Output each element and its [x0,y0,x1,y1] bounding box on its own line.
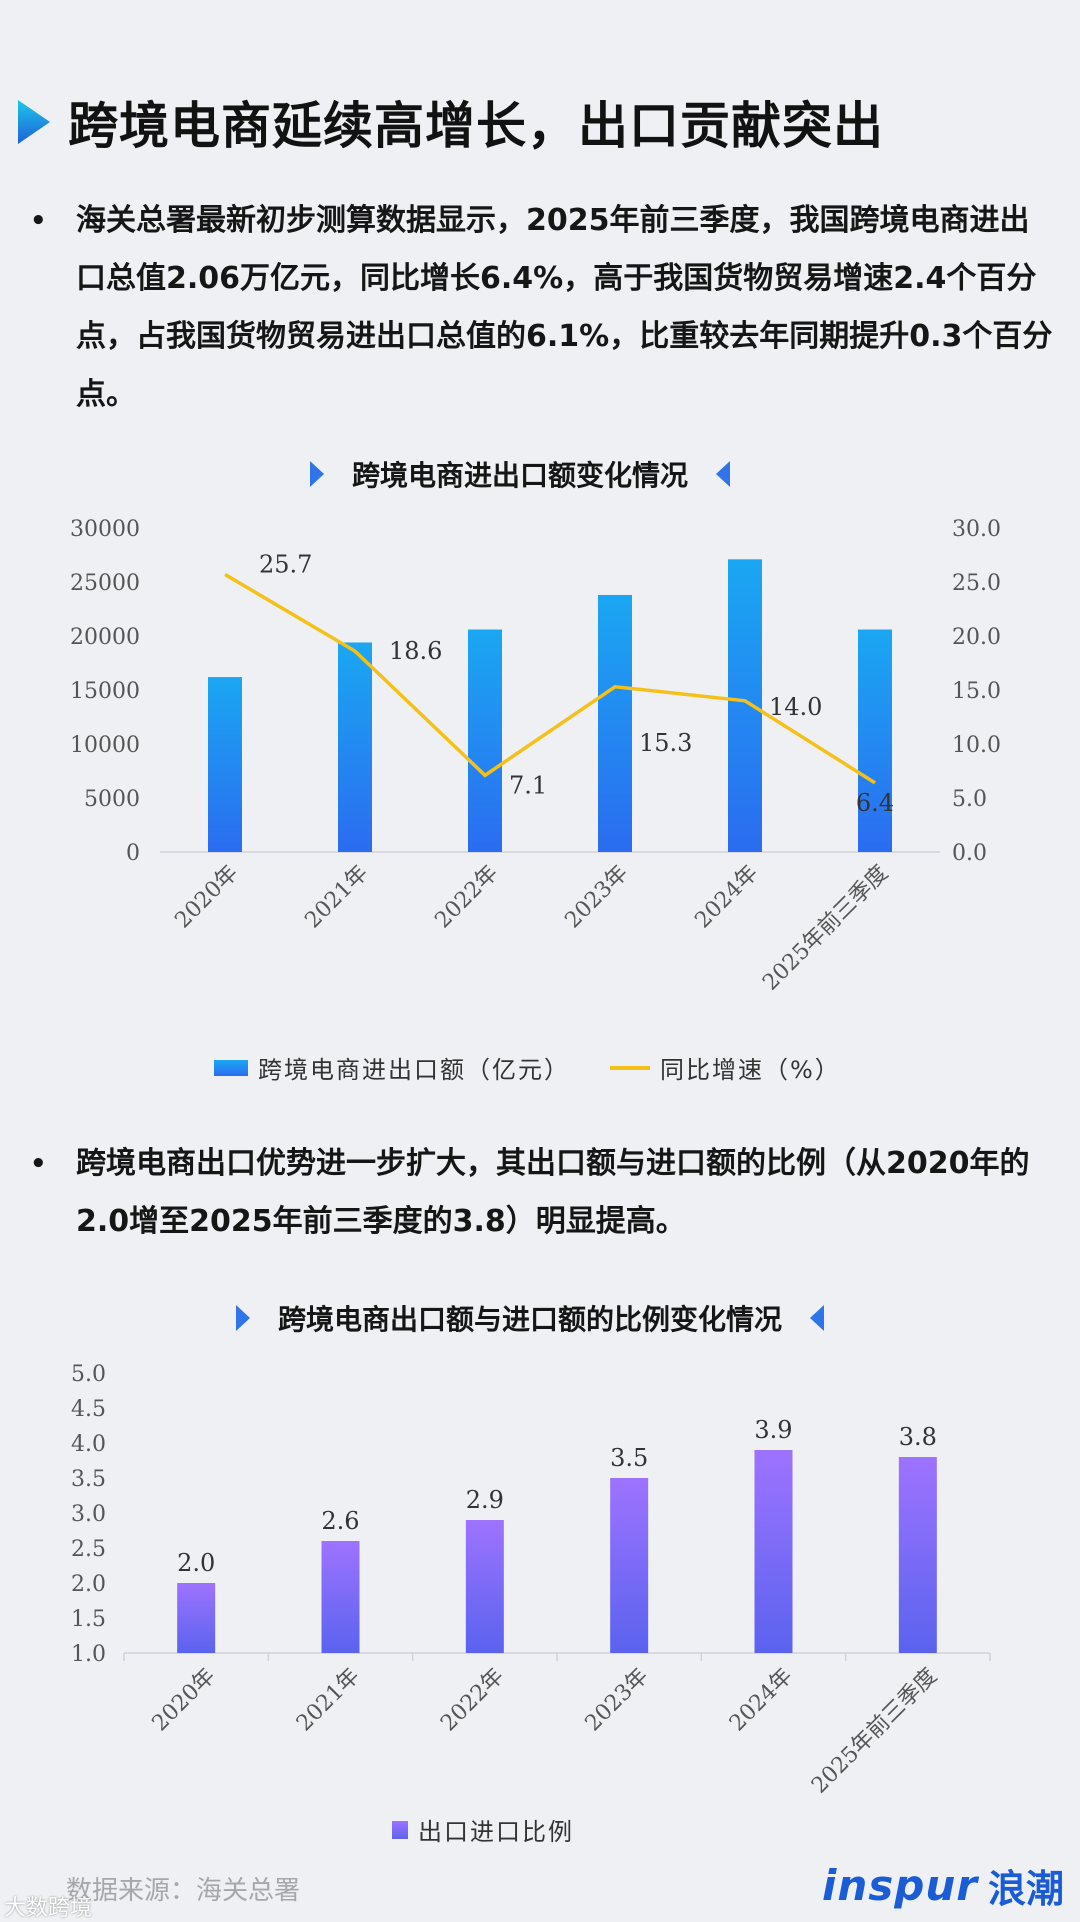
legend-bar-swatch [214,1059,248,1076]
y-right-tick-label: 0.0 [952,841,987,866]
data-label: 3.5 [610,1444,648,1472]
bar [321,1541,360,1653]
y-tick-label: 1.5 [71,1607,106,1632]
y-right-tick-label: 30.0 [952,517,1001,542]
y-left-tick-label: 20000 [70,625,140,650]
data-label: 18.6 [389,637,442,665]
y-left-tick-label: 0 [126,841,140,866]
x-tick-label: 2020年 [170,861,243,934]
data-label: 6.4 [856,789,894,817]
y-left-tick-label: 10000 [70,733,140,758]
x-tick-label: 2023年 [581,1664,654,1737]
data-label: 3.8 [899,1423,937,1451]
bar [468,629,502,852]
x-tick-label: 2021年 [292,1664,365,1737]
x-tick-label: 2024年 [690,861,763,934]
page-title: 跨境电商延续高增长，出口贡献突出 [68,97,884,155]
chart-2-title: 跨境电商出口额与进口额的比例变化情况 [277,1303,782,1336]
watermark: 大数跨境 [4,1896,93,1921]
chart-1-legend: 跨境电商进出口额（亿元） 同比增速（%） [214,1050,841,1085]
data-label: 15.3 [639,729,692,757]
chart-2-legend: 出口进口比例 [392,1812,574,1847]
bar [338,642,372,852]
x-tick-label: 2025年前三季度 [807,1664,942,1799]
data-label: 2.6 [321,1507,359,1535]
chart-1: 0 5000 10000 15000 20000 25000 30000 0.0 5.0 10.0… [70,517,1001,996]
brand-logo: inspur 浪潮 [822,1858,1064,1913]
bar [898,1457,937,1653]
bar [208,677,242,852]
y-tick-label: 2.5 [71,1537,106,1562]
y-tick-label: 5.0 [71,1362,106,1387]
left-triangle-icon [810,1305,824,1331]
brand-cn: 浪潮 [987,1867,1064,1911]
play-triangle-icon [18,100,50,144]
chart-2: 1.0 1.5 2.0 2.5 3.0 3.5 4.0 4.5 5.0 2.0 2020年 2.6 20… [71,1362,991,1799]
y-tick-label: 2.0 [71,1572,106,1597]
left-triangle-icon [716,461,730,487]
legend-bar-label: 跨境电商进出口额（亿元） [258,1056,570,1084]
y-tick-label: 3.0 [71,1502,106,1527]
paragraph-1: • 海关总署最新初步测算数据显示，2025年前三季度，我国跨境电商进出口总值2.… [28,192,1058,424]
y-left-tick-label: 25000 [70,571,140,596]
bar [858,629,892,852]
bar [465,1520,504,1653]
legend-line-label: 同比增速（%） [660,1056,841,1084]
x-tick-label: 2024年 [725,1664,798,1737]
bar [754,1450,793,1653]
data-label: 7.1 [509,771,547,799]
paragraph-2-text: 跨境电商出口优势进一步扩大，其出口额与进口额的比例（从2020年的2.0增至20… [76,1146,1030,1239]
x-tick-label: 2021年 [300,861,373,934]
y-left-tick-label: 30000 [70,517,140,542]
data-label: 3.9 [754,1416,792,1444]
bar [610,1478,649,1653]
legend-line-swatch [610,1065,650,1070]
bullet-dot: • [30,206,47,236]
source-note: 数据来源：海关总署 [66,1876,301,1906]
chart-1-title-bar: 跨境电商进出口额变化情况 [240,446,800,502]
y-right-tick-label: 5.0 [952,787,987,812]
bar [177,1583,216,1653]
y-right-tick-label: 20.0 [952,625,1001,650]
brand-en: inspur [822,1861,978,1910]
bullet-dot: • [30,1149,47,1179]
x-tick-label: 2023年 [560,861,633,934]
y-right-tick-label: 25.0 [952,571,1001,596]
data-label: 25.7 [259,550,312,578]
y-tick-label: 4.0 [71,1432,106,1457]
chart-1-title: 跨境电商进出口额变化情况 [351,459,688,492]
x-tick-label: 2022年 [430,861,503,934]
growth-line [224,572,876,785]
y-right-tick-label: 15.0 [952,679,1001,704]
y-right-tick-label: 10.0 [952,733,1001,758]
right-triangle-icon [309,461,324,487]
y-tick-label: 4.5 [71,1397,106,1422]
x-tick-label: 2025年前三季度 [758,861,893,996]
y-left-tick-label: 15000 [70,679,140,704]
data-label: 14.0 [769,693,822,721]
bar [728,559,762,852]
y-left-tick-label: 5000 [84,787,140,812]
paragraph-2: • 跨境电商出口优势进一步扩大，其出口额与进口额的比例（从2020年的2.0增至… [28,1135,1058,1251]
y-tick-label: 3.5 [71,1467,106,1492]
paragraph-1-text: 海关总署最新初步测算数据显示，2025年前三季度，我国跨境电商进出口总值2.06… [76,203,1053,412]
chart-2-title-bar: 跨境电商出口额与进口额的比例变化情况 [160,1290,900,1346]
data-label: 2.9 [466,1486,504,1514]
bar [598,594,632,852]
page-title-row: 跨境电商延续高增长，出口贡献突出 [14,86,884,158]
y-tick-label: 1.0 [71,1642,106,1667]
legend-purple-swatch [392,1820,408,1839]
right-triangle-icon [235,1305,250,1331]
legend-ratio-label: 出口进口比例 [418,1818,574,1846]
x-tick-label: 2020年 [148,1664,221,1737]
data-label: 2.0 [177,1549,215,1577]
x-tick-label: 2022年 [436,1664,509,1737]
